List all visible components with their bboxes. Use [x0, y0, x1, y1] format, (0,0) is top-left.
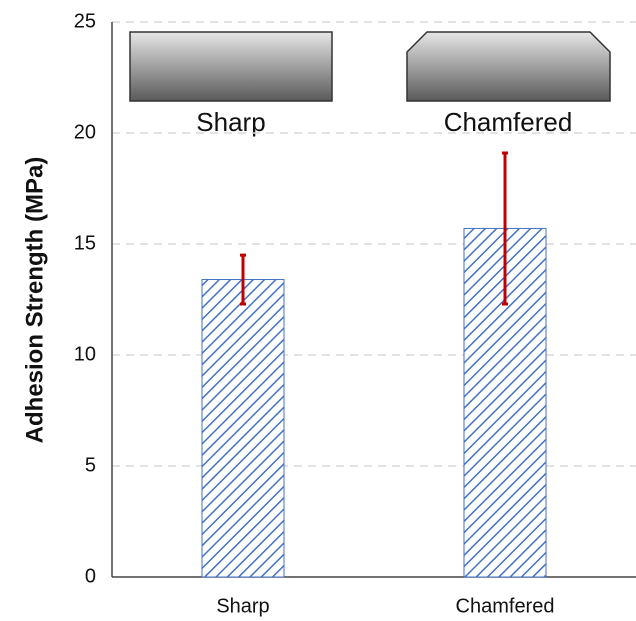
- x-tick-label: Chamfered: [456, 595, 555, 617]
- y-tick-label: 5: [85, 454, 96, 476]
- y-tick-label: 0: [85, 565, 96, 587]
- y-tick-label: 20: [74, 121, 96, 143]
- x-tick-label: Sharp: [216, 595, 269, 617]
- bar: [202, 280, 284, 577]
- y-tick-label: 10: [74, 343, 96, 365]
- y-axis-title: Adhesion Strength (MPa): [21, 157, 48, 444]
- chamfered-shape: [407, 32, 610, 101]
- y-tick-label: 25: [74, 10, 96, 32]
- y-tick-label: 15: [74, 232, 96, 254]
- chart: Adhesion Strength (MPa) Sharp Chamfered …: [0, 0, 636, 621]
- sharp-shape: [130, 32, 332, 101]
